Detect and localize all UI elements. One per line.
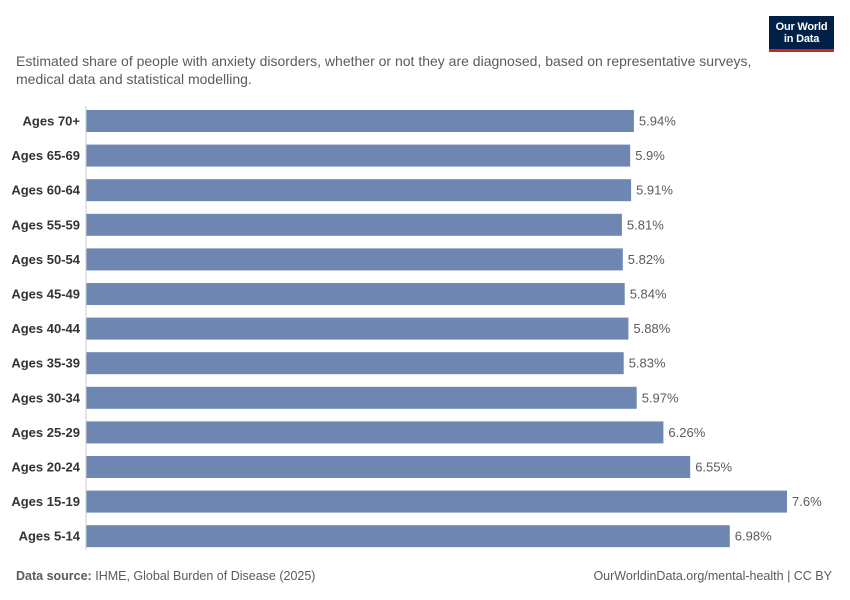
- footer-url[interactable]: OurWorldinData.org/mental-health | CC BY: [593, 569, 832, 583]
- bar-ages-50-54[interactable]: [86, 248, 623, 271]
- category-label: Ages 15-19: [11, 494, 80, 509]
- category-label: Ages 25-29: [11, 425, 80, 440]
- bar-ages-5-14[interactable]: [86, 525, 730, 548]
- bar-ages-40-44[interactable]: [86, 317, 629, 340]
- bar-ages-25-29[interactable]: [86, 421, 664, 444]
- bars-group: Ages 70+ 5.94% Ages 65-69 5.9% Ages 60-64 5.9…: [11, 110, 822, 548]
- category-label: Ages 40-44: [11, 321, 80, 336]
- category-label: Ages 30-34: [11, 390, 80, 405]
- value-label: 5.97%: [642, 390, 679, 405]
- bar-ages-60-64[interactable]: [86, 179, 632, 202]
- data-source-label: Data source:: [16, 569, 92, 583]
- value-label: 5.82%: [628, 252, 665, 267]
- bar-ages-70-[interactable]: [86, 110, 634, 132]
- value-label: 5.83%: [629, 356, 666, 371]
- chart-subtitle: Estimated share of people with anxiety d…: [16, 53, 752, 87]
- bar-ages-15-19[interactable]: [86, 490, 787, 513]
- data-source: Data source: IHME, Global Burden of Dise…: [16, 569, 315, 583]
- category-label: Ages 5-14: [19, 529, 81, 544]
- bar-ages-55-59[interactable]: [86, 213, 622, 236]
- owid-logo[interactable]: Our World in Data: [769, 16, 834, 52]
- value-label: 5.81%: [627, 217, 664, 232]
- bar-ages-30-34[interactable]: [86, 386, 637, 409]
- value-label: 5.94%: [639, 114, 676, 129]
- value-label: 7.6%: [792, 494, 822, 509]
- category-label: Ages 50-54: [11, 252, 80, 267]
- bar-ages-35-39[interactable]: [86, 352, 624, 375]
- value-label: 5.91%: [636, 183, 673, 198]
- logo-line-2: in Data: [783, 32, 820, 45]
- value-label: 6.26%: [668, 425, 705, 440]
- category-label: Ages 45-49: [11, 287, 80, 302]
- category-label: Ages 70+: [23, 114, 81, 129]
- value-label: 5.9%: [635, 148, 665, 163]
- value-label: 5.88%: [633, 321, 670, 336]
- value-label: 6.55%: [695, 460, 732, 475]
- value-label: 5.84%: [630, 287, 667, 302]
- category-label: Ages 65-69: [11, 148, 80, 163]
- category-label: Ages 20-24: [11, 460, 80, 475]
- category-label: Ages 60-64: [11, 183, 80, 198]
- bar-ages-45-49[interactable]: [86, 283, 625, 305]
- category-label: Ages 55-59: [11, 217, 80, 232]
- category-label: Ages 35-39: [11, 356, 80, 371]
- logo-line-1: Our World: [775, 20, 828, 33]
- bar-ages-20-24[interactable]: [86, 456, 691, 478]
- data-source-text[interactable]: IHME, Global Burden of Disease (2025): [95, 569, 316, 583]
- value-label: 6.98%: [735, 529, 772, 544]
- bar-ages-65-69[interactable]: [86, 144, 631, 167]
